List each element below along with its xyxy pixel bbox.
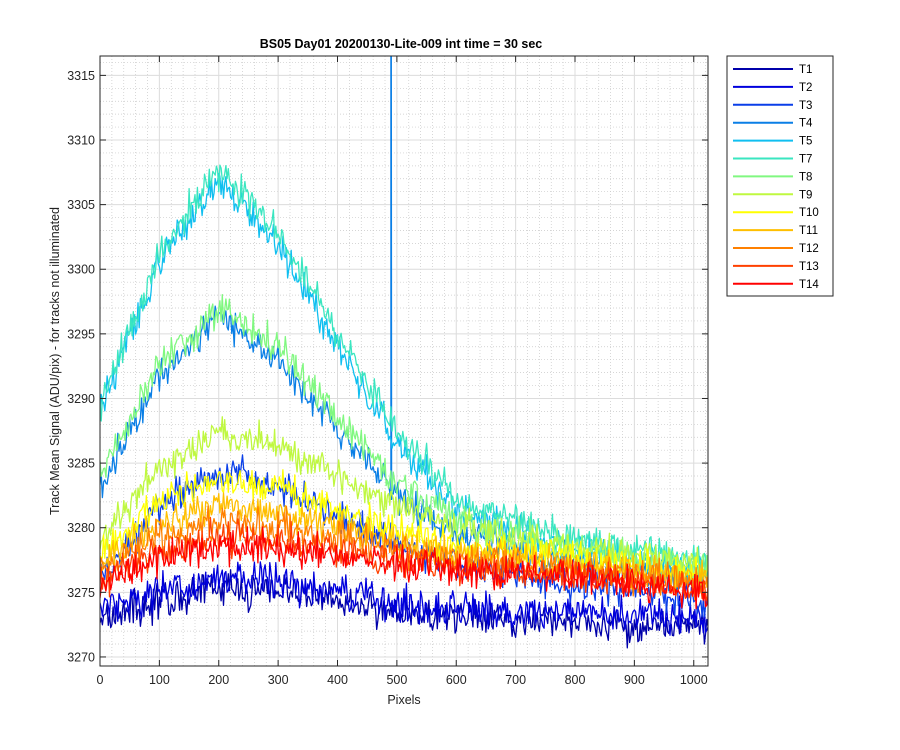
series-line-t14 bbox=[100, 526, 708, 610]
legend-label-t13: T13 bbox=[799, 261, 819, 273]
series-lines bbox=[100, 56, 708, 649]
legend-label-t7: T7 bbox=[799, 154, 812, 166]
y-tick-label: 3280 bbox=[67, 521, 95, 535]
y-tick-label: 3295 bbox=[67, 327, 95, 341]
series-line-t12 bbox=[100, 505, 708, 601]
legend-label-t3: T3 bbox=[799, 100, 812, 112]
y-axis-label: Track Mean Signal (ADU/pix) - for tracks… bbox=[48, 207, 62, 515]
x-tick-label: 200 bbox=[208, 673, 229, 687]
x-tick-label: 900 bbox=[624, 673, 645, 687]
x-tick-label: 100 bbox=[149, 673, 170, 687]
legend-label-t14: T14 bbox=[799, 279, 819, 291]
legend-label-t1: T1 bbox=[799, 64, 812, 76]
legend-label-t8: T8 bbox=[799, 171, 812, 183]
legend-label-t5: T5 bbox=[799, 136, 812, 148]
legend-label-t9: T9 bbox=[799, 189, 812, 201]
y-tick-labels: 3270 3275 3280 3285 3290 3295 3300 3305 3310 3315 bbox=[67, 69, 95, 665]
series-line-t1 bbox=[100, 569, 708, 649]
series-line-t7 bbox=[100, 164, 708, 581]
legend-label-t4: T4 bbox=[799, 118, 813, 130]
y-tick-label: 3270 bbox=[67, 650, 95, 664]
legend-label-t11: T11 bbox=[799, 225, 818, 237]
x-tick-label: 800 bbox=[565, 673, 586, 687]
legend: T1 T2 T3 T4 T5 T7 T8 T9 T10 T11 T12 T13 T14 bbox=[726, 55, 834, 297]
y-tick-label: 3315 bbox=[67, 69, 95, 83]
legend-label-t2: T2 bbox=[799, 82, 812, 94]
legend-label-t12: T12 bbox=[799, 243, 819, 255]
chart-title: BS05 Day01 20200130-Lite-009 int time = … bbox=[260, 37, 543, 51]
y-tick-label: 3275 bbox=[67, 586, 95, 600]
tick-marks bbox=[99, 56, 708, 666]
y-tick-label: 3285 bbox=[67, 457, 95, 471]
axes-box bbox=[99, 55, 709, 667]
legend-label-t10: T10 bbox=[799, 207, 819, 219]
x-tick-label: 700 bbox=[505, 673, 526, 687]
y-tick-label: 3310 bbox=[67, 134, 95, 148]
y-tick-label: 3305 bbox=[67, 198, 95, 212]
x-tick-label: 1000 bbox=[680, 673, 708, 687]
x-tick-labels: 0 100 200 300 400 500 600 700 800 900 1000 bbox=[97, 673, 708, 687]
x-tick-label: 500 bbox=[386, 673, 407, 687]
x-tick-label: 600 bbox=[446, 673, 467, 687]
x-tick-label: 400 bbox=[327, 673, 348, 687]
series-line-t10 bbox=[100, 469, 708, 587]
x-axis-label: Pixels bbox=[387, 693, 420, 707]
x-tick-label: 300 bbox=[268, 673, 289, 687]
series-line-t2 bbox=[100, 561, 708, 636]
y-tick-label: 3300 bbox=[67, 263, 95, 277]
x-tick-label: 0 bbox=[97, 673, 104, 687]
y-tick-label: 3290 bbox=[67, 392, 95, 406]
